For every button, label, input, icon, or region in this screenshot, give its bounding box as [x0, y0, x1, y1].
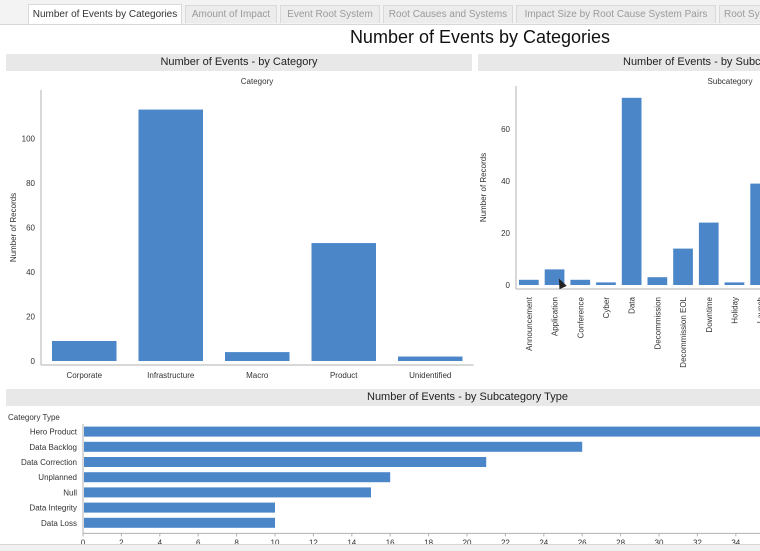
bar-null	[84, 487, 371, 498]
x-tick-label: Announcement	[525, 296, 534, 351]
bar-data	[621, 97, 642, 285]
bar-data-integrity	[84, 502, 275, 513]
x-tick-label: 34	[731, 538, 740, 544]
x-tick-label: 20	[463, 538, 472, 544]
x-tick-label: 10	[271, 538, 280, 544]
x-tick-label: Application	[551, 297, 560, 336]
x-tick-label: 24	[539, 538, 548, 544]
x-tick-label: 26	[578, 538, 587, 544]
bar-unplanned	[84, 472, 391, 483]
bar-data-correction	[84, 457, 487, 467]
x-tick-label: 8	[234, 538, 239, 544]
x-tick-label: Infrastructure	[147, 371, 195, 380]
x-tick-label: 12	[309, 538, 318, 544]
bar-decommission	[647, 277, 668, 285]
x-tick-label: 16	[386, 538, 395, 544]
x-tick-label: 22	[501, 538, 510, 544]
bar-decommission-eol	[673, 248, 693, 285]
tab-number-of-events[interactable]: Number of Events by Categories	[28, 4, 182, 24]
bar-conference	[570, 279, 591, 285]
tab-impact-size[interactable]: Impact Size by Root Cause System Pairs	[516, 5, 716, 23]
y-tick-label: 40	[501, 177, 510, 186]
y-axis-label: Number of Records	[9, 193, 18, 262]
chart-title: Subcategory	[708, 77, 753, 86]
y-tick-label: 0	[506, 281, 511, 290]
bar-infrastructure	[138, 109, 203, 361]
bar-product	[311, 243, 376, 361]
bar-cyber	[596, 282, 616, 285]
x-tick-label: 14	[347, 538, 356, 544]
status-strip	[0, 544, 760, 551]
y-tick-label: 100	[22, 135, 36, 144]
x-tick-label: Conference	[576, 296, 585, 338]
x-tick-label: Holiday	[730, 297, 739, 324]
bar-data-backlog	[84, 441, 583, 452]
y-tick-label: Unplanned	[38, 473, 77, 482]
x-tick-label: Decommission	[653, 297, 662, 349]
subcategory-panel-header: Number of Events - by Subc	[478, 54, 760, 71]
x-tick-label: Product	[330, 371, 358, 380]
x-tick-label: Data	[628, 296, 637, 313]
y-tick-label: 60	[501, 125, 510, 134]
y-tick-label: 0	[31, 357, 36, 366]
x-tick-label: Launch	[756, 297, 760, 323]
x-tick-label: 30	[655, 538, 664, 544]
x-tick-label: 28	[616, 538, 625, 544]
category-bar-chart: Category Number of Records 0 20 40 60 80 100 Cor…	[9, 77, 474, 380]
subcategory-type-bar-chart: Category Type Hero Product Data Backlog Dat…	[8, 413, 760, 544]
chart-title: Category	[241, 77, 273, 86]
subcategory-type-panel-header: Number of Events - by Subcategory Type	[6, 389, 760, 406]
x-tick-label: Downtime	[705, 296, 714, 332]
tab-bar: Number of Events by Categories Amount of…	[0, 0, 760, 25]
tab-event-root-system[interactable]: Event Root System	[280, 5, 380, 23]
bar-macro	[225, 352, 290, 361]
x-tick-label: 6	[196, 538, 201, 544]
bar-downtime	[698, 222, 719, 285]
tab-root-sys[interactable]: Root Sys	[719, 5, 760, 23]
x-tick-label: Decommission EOL	[679, 296, 688, 367]
y-tick-label: Data Integrity	[29, 504, 77, 513]
bar-data-loss	[84, 517, 275, 528]
bar-unidentified	[398, 356, 463, 361]
x-tick-label: 4	[158, 538, 163, 544]
subcategory-bar-chart: Subcategory Number of Records 0 20 40 60 Annou…	[479, 77, 760, 368]
x-tick-label: 32	[693, 538, 702, 544]
bar-application	[544, 269, 565, 285]
bar-corporate	[52, 340, 117, 361]
y-tick-label: Hero Product	[30, 428, 78, 437]
y-tick-label: 20	[26, 313, 35, 322]
y-tick-label: Data Correction	[21, 458, 77, 467]
x-tick-label: 2	[119, 538, 124, 544]
bar-launch	[750, 183, 760, 285]
y-tick-label: Null	[63, 488, 77, 497]
x-tick-label: Corporate	[66, 371, 102, 380]
chart-title: Category Type	[8, 413, 60, 422]
y-tick-label: Data Loss	[41, 519, 77, 528]
y-tick-label: 20	[501, 229, 510, 238]
bar-holiday	[724, 282, 745, 285]
y-tick-label: 40	[26, 268, 35, 277]
x-tick-label: Macro	[246, 371, 269, 380]
bar-hero-product	[84, 426, 760, 437]
tab-root-causes[interactable]: Root Causes and Systems	[383, 5, 513, 23]
x-tick-label: Unidentified	[409, 371, 451, 380]
dashboard-title: Number of Events by Categories	[349, 27, 611, 47]
x-tick-label: 18	[424, 538, 433, 544]
bar-announcement	[519, 279, 539, 285]
y-tick-label: 60	[26, 224, 35, 233]
category-panel-header: Number of Events - by Category	[6, 54, 472, 71]
x-tick-label: 0	[81, 538, 86, 544]
tab-amount-of-impact[interactable]: Amount of Impact	[185, 5, 277, 23]
y-tick-label: Data Backlog	[29, 443, 77, 452]
x-tick-label: Cyber	[602, 297, 611, 319]
y-tick-label: 80	[26, 179, 35, 188]
y-axis-label: Number of Records	[479, 153, 488, 222]
